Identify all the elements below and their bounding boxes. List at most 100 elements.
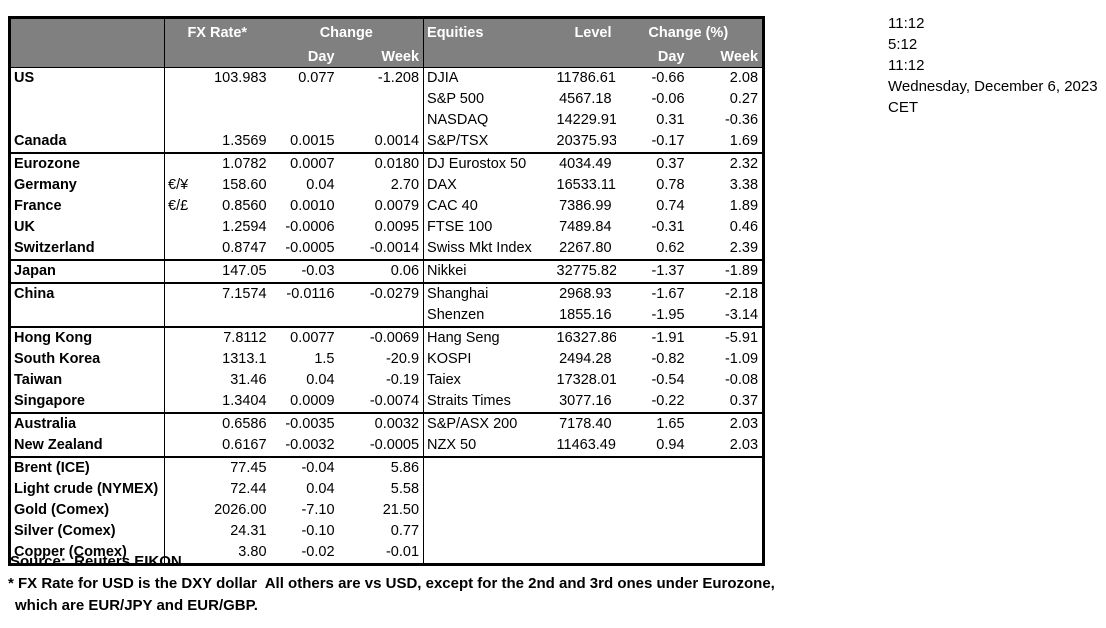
fx-rate-cell: 158.60 — [222, 177, 267, 193]
footnote-line2: which are EUR/JPY and EUR/GBP. — [15, 597, 258, 614]
fx-rate-cell: 147.05 — [206, 260, 271, 284]
fx-day-cell: 0.077 — [298, 70, 335, 86]
table-row: Eurozone 1.0782 0.0007 0.0180 DJ Eurostox 50… — [9, 153, 764, 175]
fx-week-cell: 0.0095 — [338, 217, 425, 238]
date-line: Wednesday, December 6, 2023 — [888, 78, 1098, 95]
fx-symbol-cell — [165, 500, 207, 521]
fx-label-cell: Australia — [9, 413, 165, 435]
equity-week-cell: -5.91 — [724, 330, 759, 346]
equity-level-cell: 11786.61 — [556, 70, 616, 86]
table-row: Brent (ICE) 77.45 -0.04 5.86 — [9, 457, 764, 479]
equity-label-cell: S&P 500 — [427, 91, 485, 107]
fx-day-cell — [271, 110, 339, 131]
blank-header-cell — [164, 47, 271, 68]
equity-week-cell: -0.36 — [724, 112, 759, 128]
fx-rate-cell — [207, 110, 271, 131]
equity-week-cell: 2.08 — [729, 70, 759, 86]
fx-rate-cell: 72.44 — [230, 481, 267, 497]
fx-rate-cell: 3.80 — [238, 544, 267, 560]
equity-week-cell: -0.08 — [724, 372, 759, 388]
equity-label-cell: Hang Seng — [427, 330, 500, 346]
equity-day-cell: -1.67 — [651, 286, 685, 302]
market-data-table: FX Rate* Change Equities Level Change (%… — [8, 16, 766, 566]
equity-label-cell: NASDAQ — [427, 112, 489, 128]
equity-week-cell: 2.32 — [729, 156, 759, 172]
equity-label-cell: Shanghai — [427, 286, 489, 302]
fx-week-cell: 21.50 — [338, 500, 425, 521]
fx-day-cell: 0.0015 — [270, 131, 339, 154]
table-row: New Zealand 0.6167 -0.0032 -0.0005 NZX 50 114… — [9, 435, 764, 458]
equities-header: Equities — [423, 17, 554, 47]
fx-week-cell: 5.58 — [338, 479, 425, 500]
fx-rate-cell: 24.31 — [230, 523, 267, 539]
equity-day-cell — [616, 457, 689, 479]
equity-day-cell: -1.95 — [615, 305, 689, 328]
fx-week-cell — [338, 305, 425, 328]
equity-level-cell — [554, 521, 616, 542]
equity-level-cell: 16533.11 — [556, 177, 616, 193]
equity-day-cell: -0.17 — [615, 131, 689, 154]
fx-label-cell: Brent (ICE) — [9, 457, 165, 479]
equity-label-cell: DJIA — [427, 70, 459, 86]
equity-day-cell: -1.37 — [615, 260, 689, 284]
blank-header-cell — [423, 47, 554, 68]
fx-week-cell: -0.19 — [338, 370, 425, 391]
equity-week-cell: 1.89 — [729, 198, 759, 214]
equity-day-cell: -0.22 — [615, 391, 689, 414]
fx-symbol-cell — [165, 68, 207, 90]
fx-week-cell: -0.0069 — [338, 327, 425, 349]
table-row: Canada 1.3569 0.0015 0.0014 S&P/TSX 20375.93-… — [9, 131, 764, 154]
equity-week-cell: 0.27 — [729, 91, 759, 107]
fx-label-cell: Germany — [9, 175, 165, 196]
fx-rate-cell: 7.1574 — [222, 286, 267, 302]
fx-label-cell: China — [9, 283, 165, 305]
equity-level-cell: 20375.93 — [553, 131, 616, 154]
equity-day-cell: -0.31 — [651, 219, 685, 235]
equity-week-header: Week — [688, 47, 764, 68]
equity-level-cell: 4567.18 — [559, 91, 612, 107]
equity-label-cell: DJ Eurostox 50 — [427, 156, 527, 172]
fx-symbol-cell — [165, 283, 207, 305]
timestamp-line: 11:12 — [888, 57, 925, 74]
table-body: US 103.983 0.077 -1.208 DJIA 11786.61 -0.66 2.0… — [9, 67, 764, 565]
equity-label-cell: S&P/TSX — [423, 131, 554, 154]
equity-week-cell — [689, 500, 764, 521]
equity-day-cell: 0.78 — [656, 177, 685, 193]
fx-day-cell: -0.04 — [301, 460, 335, 476]
fx-label-cell: France — [9, 196, 165, 217]
fx-label-cell: Hong Kong — [9, 327, 165, 349]
fx-label-cell: Silver (Comex) — [9, 521, 165, 542]
fx-symbol-cell — [165, 89, 207, 110]
table-row: Switzerland 0.8747 -0.0005 -0.0014 Swiss Mkt… — [9, 238, 764, 261]
equity-level-cell: 7178.40 — [559, 416, 612, 432]
equity-level-cell: 14229.91 — [556, 112, 616, 128]
table-row: NASDAQ 14229.91 0.31 -0.36 — [9, 110, 764, 131]
fx-label-cell: Singapore — [9, 391, 165, 414]
fx-label-cell: Light crude (NYMEX) — [9, 479, 165, 500]
fx-week-cell — [338, 89, 425, 110]
fx-rate-cell: 1313.1 — [222, 351, 267, 367]
equity-label-cell — [424, 479, 554, 500]
fx-symbol-cell — [165, 110, 207, 131]
equity-label-cell: DAX — [427, 177, 457, 193]
fx-week-cell: -0.01 — [338, 542, 425, 565]
equity-day-cell: 1.65 — [656, 416, 685, 432]
equity-label-cell: Nikkei — [423, 260, 554, 284]
equity-label-cell: Taiex — [427, 372, 461, 388]
fx-symbol-cell: €/¥ — [168, 177, 189, 193]
equity-level-cell: 11463.49 — [553, 435, 616, 458]
fx-day-cell: -0.02 — [301, 544, 335, 560]
fx-week-cell: -0.0279 — [338, 283, 425, 305]
fx-label-cell — [9, 110, 165, 131]
equity-day-cell: -1.91 — [651, 330, 685, 346]
fx-day-cell: -0.0006 — [285, 219, 335, 235]
fx-symbol-cell — [165, 349, 207, 370]
fx-change-header: Change — [270, 17, 425, 47]
fx-rate-header: FX Rate* — [164, 17, 271, 47]
fx-day-cell: -0.0116 — [286, 286, 335, 302]
fx-day-cell: 0.0007 — [290, 156, 335, 172]
table-row: S&P 500 4567.18 -0.06 0.27 — [9, 89, 764, 110]
equity-level-cell: 32775.82 — [553, 260, 616, 284]
equity-week-cell: 0.46 — [729, 219, 759, 235]
equity-level-cell: 2267.80 — [553, 238, 616, 261]
